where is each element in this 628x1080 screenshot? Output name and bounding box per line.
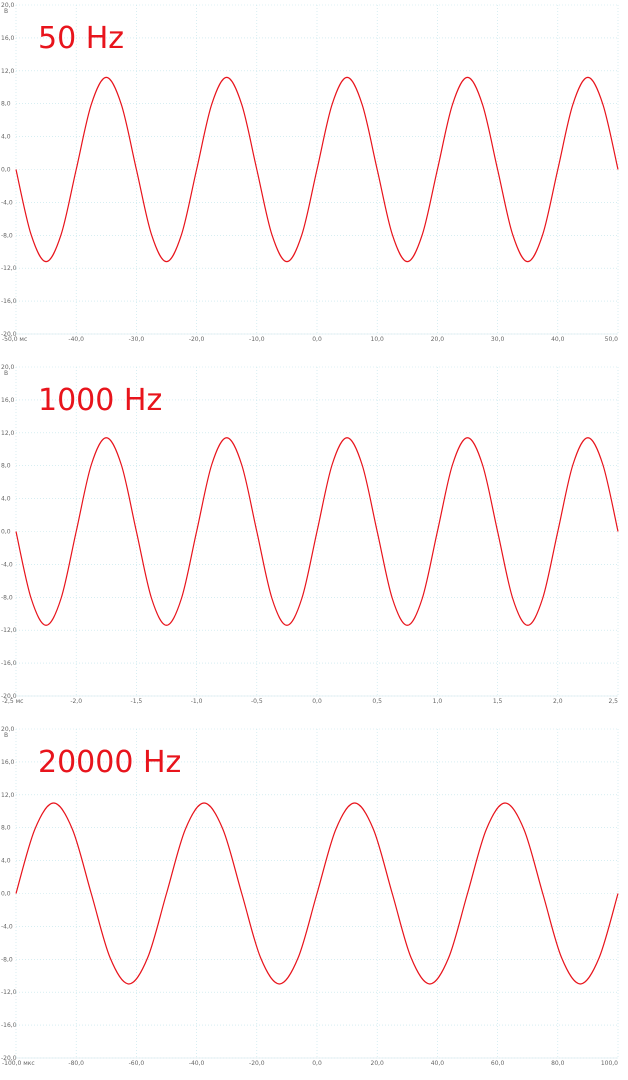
y-tick-label: 4,0 (1, 496, 11, 503)
y-tick-label: -4,0 (1, 923, 13, 930)
y-tick-label: -12,0 (1, 989, 17, 996)
x-tick-label: 30,0 (491, 336, 505, 343)
chart-title: 1000 Hz (38, 383, 162, 418)
y-tick-label: 16,0 (1, 397, 15, 404)
y-tick-label: -16,0 (1, 298, 17, 305)
y-tick-label: -16,0 (1, 1022, 17, 1029)
y-tick-label: -12,0 (1, 627, 17, 634)
x-tick-label: -50,0 мс (2, 336, 27, 343)
x-tick-label: 2,5 (608, 698, 618, 705)
x-tick-label: -60,0 (129, 1060, 145, 1067)
x-tick-label: 0,0 (312, 1060, 322, 1067)
signal-line (15, 76, 619, 263)
x-tick-label: -2,5 мс (2, 698, 23, 705)
x-tick-label: 0,0 (312, 336, 322, 343)
x-tick-label: 1,0 (433, 698, 443, 705)
y-tick-label: -4,0 (1, 561, 13, 568)
y-tick-label: 0,0 (1, 167, 11, 174)
x-tick-label: -30,0 (129, 336, 145, 343)
y-tick-label: 20,0 (1, 364, 15, 371)
y-tick-label: -8,0 (1, 956, 13, 963)
x-tick-label: -20,0 (189, 336, 205, 343)
x-tick-label: 1,5 (493, 698, 503, 705)
x-tick-label: 40,0 (431, 1060, 445, 1067)
y-tick-label: 20,0 (1, 2, 15, 9)
y-axis-label: В (4, 732, 8, 739)
x-tick-label: 0,0 (312, 698, 322, 705)
y-tick-label: -8,0 (1, 232, 13, 239)
x-tick-label: 40,0 (551, 336, 565, 343)
x-tick-label: 2,0 (553, 698, 563, 705)
signal-line (15, 802, 619, 985)
y-tick-label: 16,0 (1, 759, 15, 766)
x-tick-label: -100,0 мкс (2, 1060, 35, 1067)
y-axis-label: В (4, 8, 8, 15)
y-tick-label: 16,0 (1, 35, 15, 42)
y-tick-label: 0,0 (1, 529, 11, 536)
x-tick-label: 50,0 (605, 336, 619, 343)
x-tick-label: -10,0 (249, 336, 265, 343)
x-tick-label: 100,0 (601, 1060, 618, 1067)
x-tick-label: -80,0 (68, 1060, 84, 1067)
x-tick-label: 20,0 (371, 1060, 385, 1067)
chart-title: 20000 Hz (38, 745, 181, 780)
y-tick-label: -20,0 (1, 331, 17, 338)
signal-line (15, 437, 619, 626)
x-tick-label: -1,0 (191, 698, 203, 705)
x-tick-label: -1,5 (131, 698, 143, 705)
y-tick-label: -20,0 (1, 693, 17, 700)
y-tick-label: 8,0 (1, 825, 11, 832)
y-tick-label: 12,0 (1, 792, 15, 799)
y-tick-label: 4,0 (1, 134, 11, 141)
y-tick-label: 12,0 (1, 68, 15, 75)
y-tick-label: 20,0 (1, 726, 15, 733)
y-tick-label: -4,0 (1, 199, 13, 206)
y-tick-label: 0,0 (1, 891, 11, 898)
x-tick-label: -20,0 (249, 1060, 265, 1067)
y-tick-label: -20,0 (1, 1055, 17, 1062)
y-tick-label: 4,0 (1, 858, 11, 865)
chart-title: 50 Hz (38, 21, 124, 56)
x-tick-label: -2,0 (70, 698, 82, 705)
y-axis-label: В (4, 370, 8, 377)
x-tick-label: 80,0 (551, 1060, 565, 1067)
y-tick-label: 8,0 (1, 463, 11, 470)
y-tick-label: -8,0 (1, 594, 13, 601)
y-tick-label: -12,0 (1, 265, 17, 272)
x-tick-label: -40,0 (68, 336, 84, 343)
x-tick-label: 20,0 (431, 336, 445, 343)
x-tick-label: -0,5 (251, 698, 263, 705)
y-tick-label: 8,0 (1, 101, 11, 108)
x-tick-label: 0,5 (372, 698, 382, 705)
y-tick-label: -16,0 (1, 660, 17, 667)
x-tick-label: -40,0 (189, 1060, 205, 1067)
y-tick-label: 12,0 (1, 430, 15, 437)
x-tick-label: 60,0 (491, 1060, 505, 1067)
x-tick-label: 10,0 (371, 336, 385, 343)
